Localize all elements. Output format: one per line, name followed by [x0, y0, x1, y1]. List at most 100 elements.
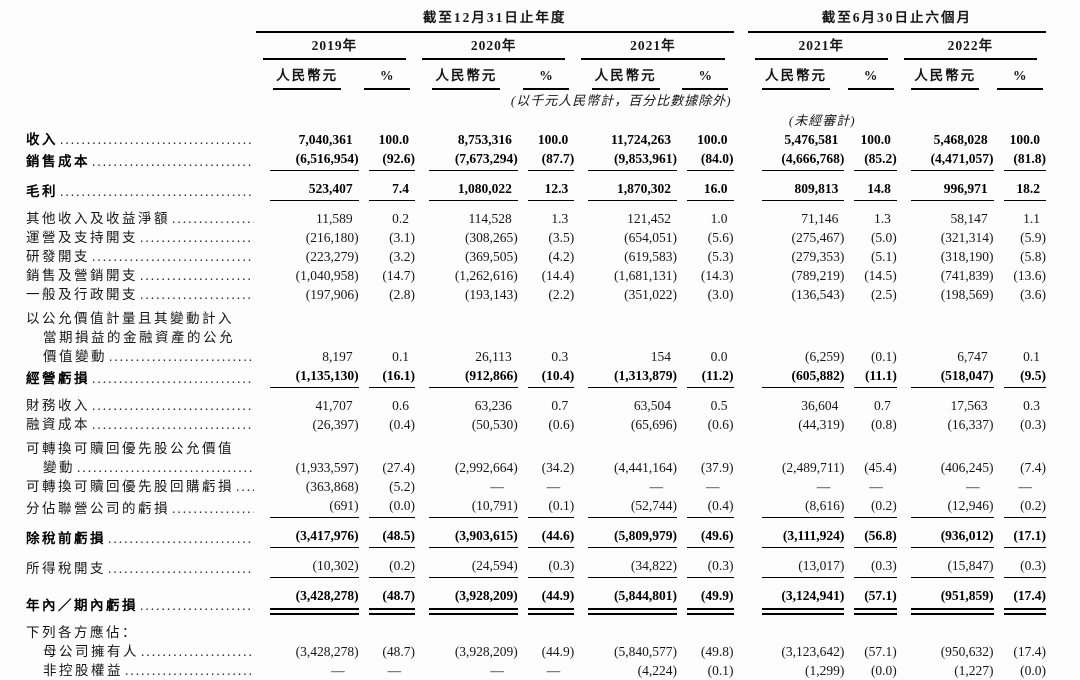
pct-cell: (5.1): [870, 249, 897, 264]
amount-cell: (34,822): [574, 548, 678, 578]
row-label: 非控股權益: [26, 661, 256, 680]
pct-cell: 100.0: [697, 132, 728, 147]
amount-cell: (4,471,057): [897, 149, 994, 171]
amount-cell: (619,583): [624, 249, 678, 264]
pct-cell: (85.2): [844, 149, 897, 171]
section-gap: [734, 304, 748, 366]
units-note: (以千元人民幣計，百分比數據除外): [510, 93, 732, 108]
amount-cell: (321,314): [940, 230, 994, 245]
row-label: 研發開支: [26, 247, 256, 266]
row-repurchase-loss-preferred-shares: 可轉換可贖回優先股回購虧損 (363,868) (5.2) — — — — — — — —: [26, 477, 1046, 496]
row-label: 一般及行政開支: [26, 285, 256, 304]
pct-cell: (3.5): [548, 230, 575, 245]
amount-header: 人民幣元: [762, 66, 831, 90]
pct-cell: (92.6): [359, 149, 416, 171]
pct-cell: [677, 615, 734, 642]
row-label: 所得稅開支: [26, 548, 256, 578]
pct-cell: (2.2): [548, 287, 575, 302]
pct-cell: 0.3: [1023, 398, 1040, 413]
pct-cell: [518, 615, 574, 642]
pct-cell: (49.6): [677, 518, 734, 548]
amount-cell: (3,428,278): [256, 578, 359, 615]
amount-cell: (369,505): [464, 249, 518, 264]
pct-cell: (2.5): [870, 287, 897, 302]
amount-cell: 36,604: [801, 398, 839, 413]
row-label: 運營及支持開支: [26, 228, 256, 247]
pct-cell: 16.0: [677, 171, 734, 201]
pct-cell: —: [1018, 479, 1033, 494]
amount-cell: —: [816, 479, 831, 494]
pct-cell: (44.6): [518, 518, 575, 548]
dot-leader: [92, 247, 254, 266]
amount-cell: (52,744): [574, 496, 678, 518]
pct-cell: 1.1: [1023, 211, 1040, 226]
dot-leader: [60, 182, 254, 201]
amount-cell: 11,589: [315, 211, 353, 226]
pct-cell: (87.7): [518, 149, 575, 171]
dot-leader: [140, 285, 254, 304]
pct-cell: (81.8): [994, 149, 1046, 171]
pct-cell: (0.3): [844, 548, 897, 578]
section-gap: [734, 477, 748, 496]
amount-cell: 11,724,263: [611, 132, 672, 147]
amount-cell: (912,866): [415, 366, 518, 388]
amount-cell: (279,353): [791, 249, 845, 264]
pct-cell: (11.1): [844, 366, 897, 388]
section-gap: [734, 548, 748, 578]
year-header-2020: 2020年: [422, 36, 566, 60]
row-share-of-losses-associates: 分佔聯營公司的虧損 (691)(0.0)(10,791)(0.1)(52,744…: [26, 496, 1046, 518]
pct-cell: (0.3): [1020, 417, 1046, 432]
pct-cell: (4.2): [548, 249, 575, 264]
column-header-row: 人民幣元 % 人民幣元 % 人民幣元 % 人民幣元 % 人民幣元 %: [26, 60, 1046, 90]
section-gap: [734, 578, 748, 615]
pct-cell: (34.2): [541, 460, 575, 475]
section-gap: [734, 130, 748, 149]
pct-cell: (3.6): [1020, 287, 1046, 302]
amount-cell: (197,906): [305, 287, 359, 302]
pct-cell: (44.9): [541, 644, 575, 659]
pct-cell: (37.9): [700, 460, 734, 475]
row-loss-before-tax: 除稅前虧損 (3,417,976)(48.5)(3,903,615)(44.6)…: [26, 518, 1046, 548]
amount-cell: (8,616): [748, 496, 845, 518]
amount-cell: (308,265): [464, 230, 518, 245]
dot-leader: [172, 499, 254, 518]
amount-cell: (1,040,958): [295, 268, 359, 283]
dot-leader: [141, 642, 254, 661]
pct-cell: 100.0: [860, 132, 891, 147]
pct-cell: (5.3): [707, 249, 734, 264]
amount-cell: (50,530): [471, 417, 518, 432]
amount-cell: [574, 615, 677, 642]
pct-cell: (0.1): [518, 496, 575, 518]
amount-cell: [748, 615, 845, 642]
row-label-text: 下列各方應佔：: [26, 625, 138, 640]
section-gap: [734, 415, 748, 434]
period-header-interim: 截至6月30日止六個月: [747, 8, 1046, 33]
pct-cell: (14.3): [700, 268, 734, 283]
section-gap: [734, 388, 748, 415]
row-label-text: 變動: [43, 460, 75, 475]
pct-cell: (3.2): [389, 249, 416, 264]
pct-cell: 1.0: [710, 211, 728, 226]
amount-cell: 26,113: [475, 349, 512, 364]
amount-cell: 154: [650, 349, 672, 364]
pct-cell: (17.4): [994, 578, 1046, 615]
pct-cell: (0.2): [359, 548, 416, 578]
pct-cell: 18.2: [994, 171, 1046, 201]
dot-leader: [140, 596, 254, 615]
amount-cell: (363,868): [305, 479, 359, 494]
amount-cell: (10,302): [256, 548, 359, 578]
amount-cell: (3,417,976): [256, 518, 359, 548]
row-label-text: 價值變動: [43, 349, 107, 364]
year-header-2021: 2021年: [581, 36, 725, 60]
amount-header: 人民幣元: [273, 66, 342, 90]
amount-cell: (216,180): [305, 230, 359, 245]
amount-cell: (1,681,131): [614, 268, 678, 283]
amount-cell: —: [649, 479, 664, 494]
section-gap: [734, 149, 748, 171]
amount-cell: (950,632): [940, 644, 994, 659]
amount-cell: (6,259): [805, 349, 845, 364]
amount-cell: (3,903,615): [415, 518, 518, 548]
pct-cell: (0.1): [870, 349, 897, 364]
row-label-text: 經營虧損: [26, 371, 90, 386]
section-gap: [734, 496, 748, 518]
